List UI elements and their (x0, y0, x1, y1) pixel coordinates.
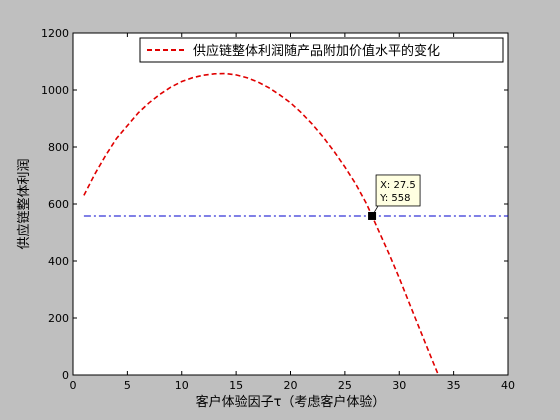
x-tick-label: 25 (338, 379, 352, 392)
datatip-layer: X: 27.5 Y: 558 (368, 174, 421, 220)
x-tick-label: 0 (70, 379, 77, 392)
x-axis-label: 客户体验因子τ（考虑客户体验） (196, 394, 386, 410)
x-tick-label: 15 (229, 379, 243, 392)
y-tick-label: 400 (48, 255, 69, 268)
datatip-x-text: X: 27.5 (380, 180, 416, 191)
legend: 供应链整体利润随产品附加价值水平的变化 (139, 37, 504, 63)
x-tick-label: 30 (392, 379, 406, 392)
x-tick-label: 5 (124, 379, 131, 392)
series-layer (83, 72, 508, 376)
x-tick-label: 20 (284, 379, 298, 392)
x-tick-label: 40 (501, 379, 515, 392)
series-profit-curve (83, 72, 440, 376)
y-tick-label: 200 (48, 312, 69, 325)
datatip-y-text: Y: 558 (379, 193, 410, 204)
y-tick-label: 600 (48, 198, 69, 211)
y-tick-label: 1200 (41, 27, 69, 40)
plot-area (72, 32, 509, 376)
legend-label-profit: 供应链整体利润随产品附加价值水平的变化 (193, 43, 440, 59)
y-tick-label: 0 (62, 369, 69, 382)
legend-box (139, 37, 504, 63)
x-tick-label: 10 (175, 379, 189, 392)
y-axis-label: 供应链整体利润 (16, 158, 32, 249)
x-tick-label: 35 (447, 379, 461, 392)
y-tick-label: 1000 (41, 84, 69, 97)
y-tick-label: 800 (48, 141, 69, 154)
datatip-marker[interactable] (368, 211, 377, 220)
datatip-box[interactable] (375, 174, 421, 207)
